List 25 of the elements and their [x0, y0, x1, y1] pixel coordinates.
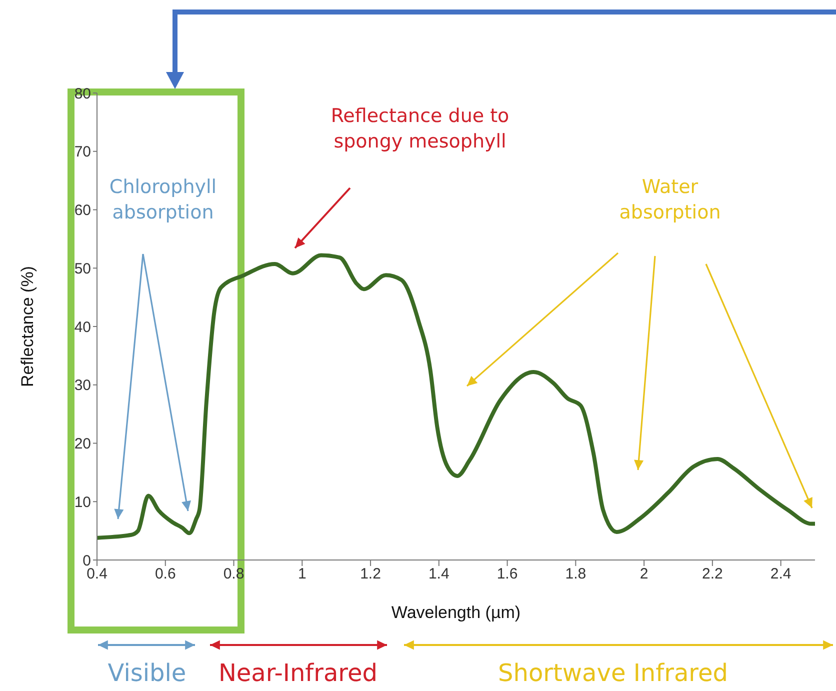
x-tick-label: 1.8 — [565, 566, 586, 583]
y-tick-label: 40 — [74, 318, 91, 336]
annotation: Chlorophyll absorption — [109, 176, 217, 224]
x-tick-label: 0.6 — [154, 566, 176, 583]
line-series — [97, 253, 815, 540]
x-tick-label: 1 — [298, 566, 306, 583]
x-tick-label: 1.4 — [428, 566, 450, 583]
y-axis-title: Reflectance (%) — [18, 266, 38, 387]
x-axis-title: Wavelength (µm) — [391, 603, 521, 622]
text: Visible — [108, 659, 186, 687]
text: Near-Infrared — [218, 659, 378, 687]
y-tick-label: 30 — [74, 377, 91, 394]
x-tick-label: 2.2 — [702, 566, 723, 583]
y-tick-label: 20 — [74, 436, 91, 453]
x-tick-label: 1.6 — [496, 566, 518, 583]
text: Shortwave Infrared — [498, 659, 728, 687]
y-tick-label: 60 — [74, 202, 91, 220]
y-tick-label: 50 — [74, 260, 91, 278]
y-tick-label: 70 — [74, 144, 91, 161]
y-tick-label: 10 — [74, 494, 91, 511]
annotation: Reflectance due to spongy mesophyll — [330, 105, 510, 153]
x-tick-label: 2.4 — [770, 566, 792, 583]
x-tick-label: 2 — [640, 566, 648, 583]
annotation: Water absorption — [619, 176, 721, 224]
x-tick-label: 1.2 — [360, 566, 381, 583]
